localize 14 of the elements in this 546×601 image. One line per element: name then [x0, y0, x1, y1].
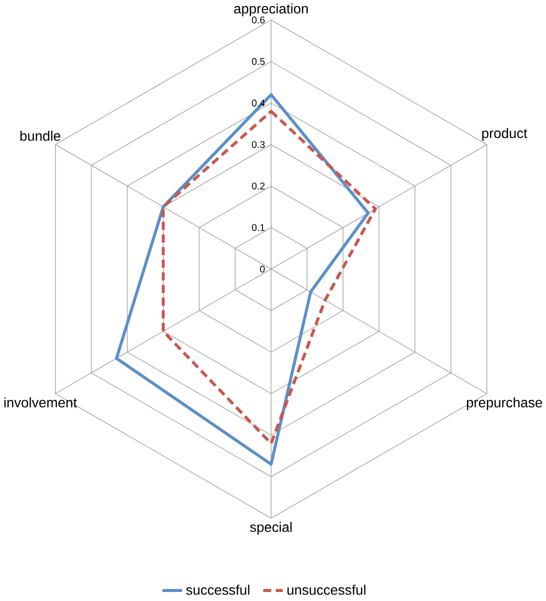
spoke-label: bundle — [20, 130, 60, 141]
legend-label: successful — [186, 584, 250, 595]
spoke-label: special — [250, 522, 292, 535]
y-tick-label: 0.2 — [252, 182, 265, 190]
legend-label: unsuccessful — [287, 584, 366, 595]
spoke-label: prepurchase — [466, 397, 542, 410]
y-tick-label: 0.5 — [252, 58, 265, 65]
y-tick-label: 0.3 — [252, 141, 265, 148]
spoke-label: product — [482, 128, 528, 141]
spoke-label: involvement — [4, 397, 77, 408]
y-tick-label: 0 — [260, 266, 265, 273]
spoke-label: appreciation — [234, 3, 308, 16]
y-tick-label: 0.6 — [252, 16, 265, 24]
y-tick-label: 0.1 — [252, 224, 265, 232]
